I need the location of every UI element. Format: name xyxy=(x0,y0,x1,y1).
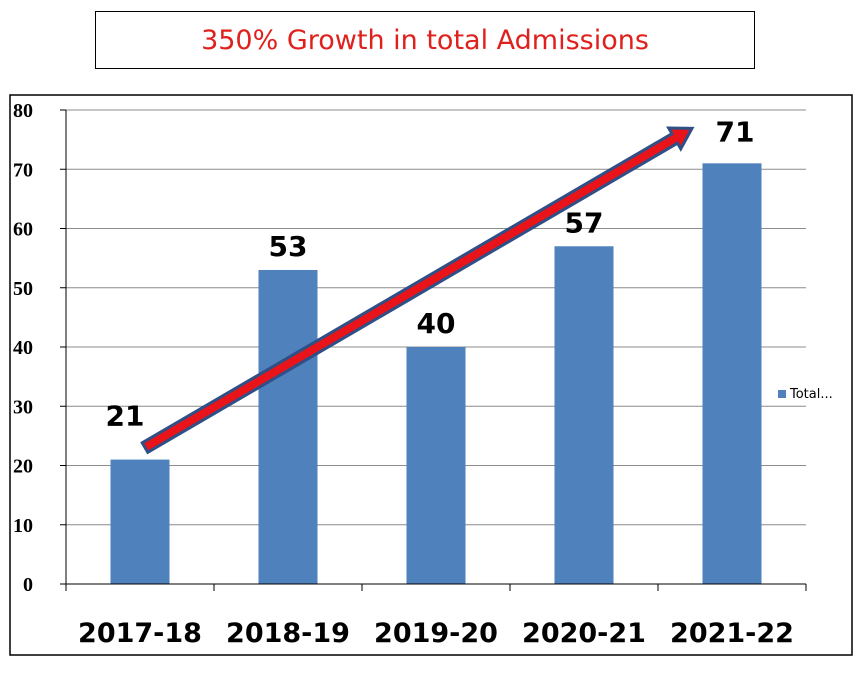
trend-arrow-shape xyxy=(140,126,695,455)
trend-arrow-body xyxy=(140,126,695,455)
y-tick-label: 50 xyxy=(13,278,33,300)
y-tick-label: 0 xyxy=(23,574,33,596)
data-label: 40 xyxy=(417,307,456,340)
chart-title-box: 350% Growth in total Admissions xyxy=(95,11,755,69)
data-label: 71 xyxy=(716,115,755,148)
bar xyxy=(406,347,466,584)
x-tick-label: 2019-20 xyxy=(374,618,498,649)
y-tick-label: 70 xyxy=(13,159,33,181)
chart-title: 350% Growth in total Admissions xyxy=(201,24,649,56)
y-tick-label: 20 xyxy=(13,456,33,478)
axes: 0 10 20 30 40 50 60 70 80 2017-18 2018-19 2019-20 20… xyxy=(13,100,807,649)
plot-frame xyxy=(9,94,853,656)
bar xyxy=(554,246,614,584)
y-tick-label: 80 xyxy=(13,100,33,122)
x-tick-label: 2018-19 xyxy=(226,618,350,649)
bar xyxy=(110,459,170,584)
bar xyxy=(258,269,318,584)
data-labels: 21 53 40 57 71 xyxy=(106,115,755,432)
bar xyxy=(702,163,762,584)
y-tick-label: 30 xyxy=(13,396,33,418)
legend-label: Total... xyxy=(789,387,833,402)
legend: Total... xyxy=(778,387,833,402)
y-tick-label: 10 xyxy=(13,515,33,537)
data-label: 57 xyxy=(565,206,604,239)
legend-swatch xyxy=(778,390,786,398)
bars xyxy=(110,163,762,584)
y-tick-label: 40 xyxy=(13,337,33,359)
x-tick-label: 2021-22 xyxy=(670,618,794,649)
data-label: 21 xyxy=(106,400,145,433)
x-tick-label: 2020-21 xyxy=(522,618,646,649)
x-tick-label: 2017-18 xyxy=(78,618,202,649)
data-label: 53 xyxy=(269,230,308,263)
y-tick-label: 60 xyxy=(13,219,33,241)
trend-arrow xyxy=(140,126,695,455)
